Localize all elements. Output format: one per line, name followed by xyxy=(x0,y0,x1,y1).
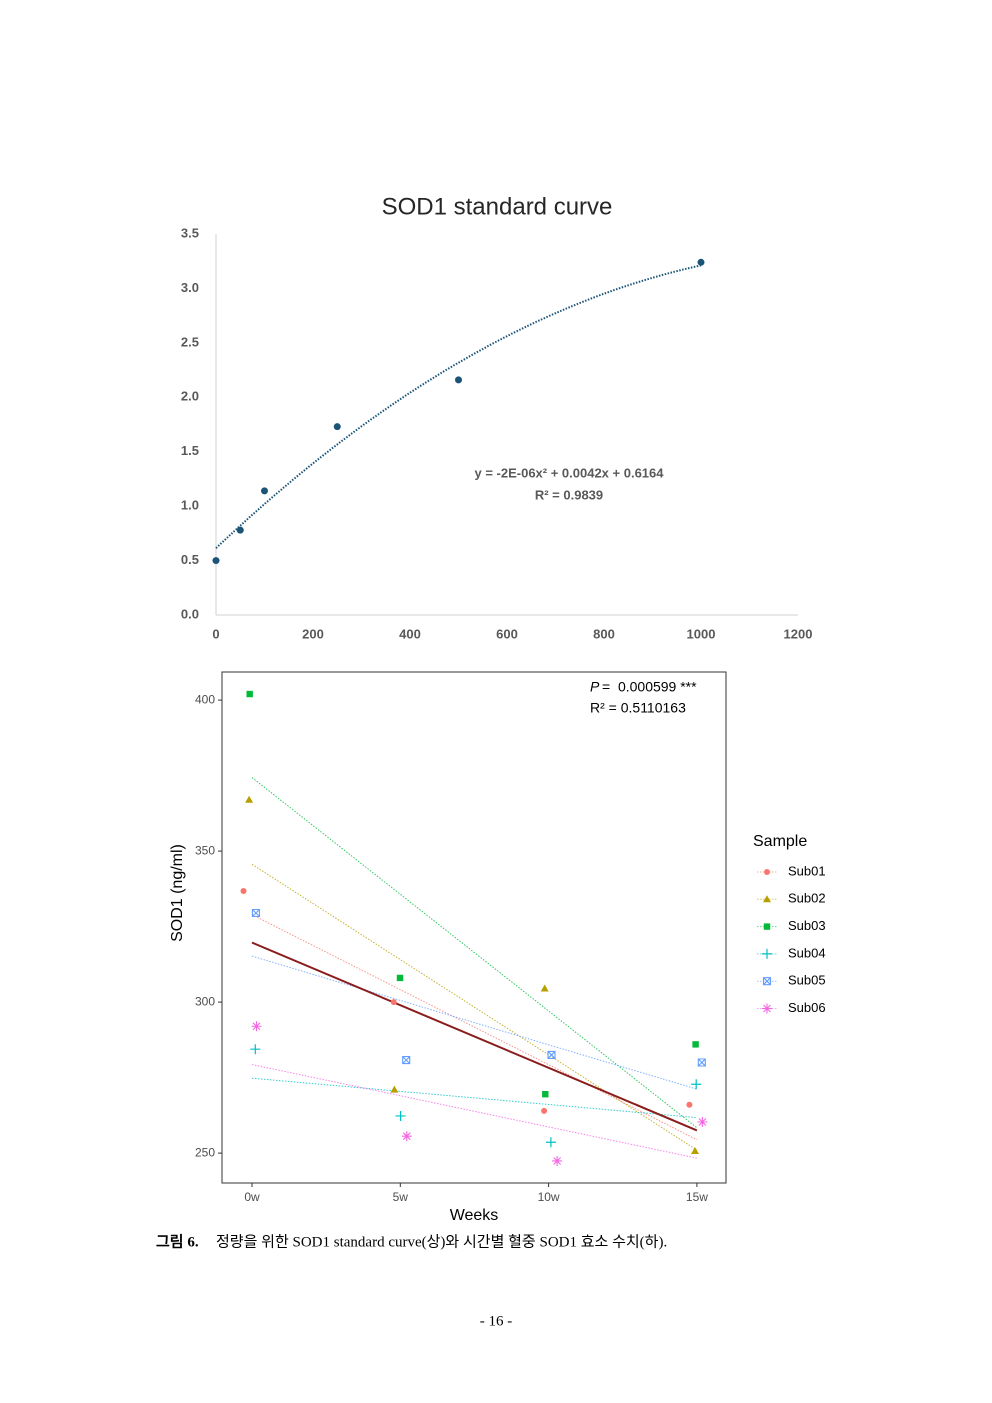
legend-marker xyxy=(764,869,770,875)
r-squared: R² = 0.9839 xyxy=(535,487,603,502)
x-tick-label: 0 xyxy=(212,626,219,641)
y-tick-label: 0.5 xyxy=(181,552,199,567)
point xyxy=(542,1091,549,1098)
series-fit xyxy=(251,863,698,1151)
point xyxy=(455,376,462,384)
x-tick-label: 600 xyxy=(496,626,518,641)
y-tick-label: 350 xyxy=(195,843,215,857)
x-tick-label: 5w xyxy=(393,1190,409,1204)
caption: 정량을 위한 SOD1 standard curve(상)와 시간별 혈중 SO… xyxy=(216,1233,667,1250)
y-tick-label: 250 xyxy=(195,1145,215,1159)
point xyxy=(402,1056,411,1065)
legend-label: Sub01 xyxy=(788,863,826,878)
point xyxy=(245,795,254,803)
point xyxy=(697,1116,708,1127)
legend-marker xyxy=(762,948,772,959)
point xyxy=(261,487,268,495)
point xyxy=(246,690,253,698)
x-axis-title: Weeks xyxy=(450,1207,499,1224)
point xyxy=(251,1021,262,1032)
legend-marker xyxy=(762,977,772,986)
point xyxy=(691,1146,699,1154)
chart-title: SOD1 standard curve xyxy=(382,193,613,220)
legend-label: Sub04 xyxy=(788,945,826,960)
point xyxy=(401,1131,412,1142)
x-tick-label: 200 xyxy=(302,626,324,641)
point xyxy=(395,1110,406,1121)
y-tick-label: 3.5 xyxy=(181,225,199,240)
point xyxy=(250,1044,261,1055)
page-number: - 16 - xyxy=(480,1313,513,1329)
point xyxy=(686,1101,693,1108)
y-axis-title: SOD1 (ng/ml) xyxy=(169,844,186,942)
point xyxy=(390,1085,399,1093)
p-value: = 0.000599 *** xyxy=(602,679,697,695)
caption-label: 그림 6. xyxy=(156,1232,199,1250)
y-tick-label: 2.0 xyxy=(181,389,199,404)
equation: y = -2E-06x² + 0.0042x + 0.6164 xyxy=(474,465,664,480)
legend-marker xyxy=(762,1003,772,1014)
point xyxy=(251,908,260,918)
legend-marker xyxy=(763,895,771,903)
x-tick-label: 15w xyxy=(686,1190,708,1204)
x-tick-label: 400 xyxy=(399,626,421,641)
overall-fit xyxy=(251,941,698,1132)
point xyxy=(212,557,220,565)
legend-label: Sub02 xyxy=(788,891,826,906)
panel xyxy=(221,671,727,1184)
point xyxy=(545,1137,556,1148)
r-squared: R² = 0.5110163 xyxy=(590,700,686,716)
point xyxy=(333,423,341,431)
x-tick-label: 0w xyxy=(244,1190,260,1204)
series-fit xyxy=(251,1077,697,1119)
y-tick-label: 1.5 xyxy=(181,443,199,458)
x-tick-label: 1000 xyxy=(687,626,716,641)
series-fit xyxy=(251,777,698,1129)
x-tick-label: 10w xyxy=(538,1190,560,1204)
point xyxy=(692,1041,699,1048)
point xyxy=(697,258,705,266)
point xyxy=(396,974,404,982)
legend-title: Sample xyxy=(753,833,807,850)
y-tick-label: 2.5 xyxy=(181,334,199,349)
y-tick-label: 0.0 xyxy=(181,606,199,621)
point xyxy=(697,1058,706,1067)
legend-label: Sub05 xyxy=(788,973,826,988)
y-tick-label: 1.0 xyxy=(181,498,199,513)
y-tick-label: 300 xyxy=(195,994,215,1008)
point xyxy=(541,1107,548,1114)
point xyxy=(390,999,397,1006)
point xyxy=(240,887,247,894)
p-label: P xyxy=(590,679,600,695)
legend-marker xyxy=(763,923,771,930)
x-tick-label: 1200 xyxy=(784,626,813,641)
point xyxy=(540,984,549,992)
legend-label: Sub06 xyxy=(788,1000,826,1015)
legend-label: Sub03 xyxy=(788,918,826,933)
point xyxy=(552,1155,563,1166)
x-tick-label: 800 xyxy=(593,626,615,641)
y-tick-label: 400 xyxy=(195,692,215,706)
series-fit xyxy=(251,914,698,1141)
point xyxy=(236,526,244,534)
point xyxy=(691,1079,702,1090)
point xyxy=(547,1050,556,1059)
series-fit xyxy=(251,1064,698,1159)
series-fit xyxy=(251,955,698,1090)
trendline xyxy=(215,264,702,549)
y-tick-label: 3.0 xyxy=(181,280,199,295)
